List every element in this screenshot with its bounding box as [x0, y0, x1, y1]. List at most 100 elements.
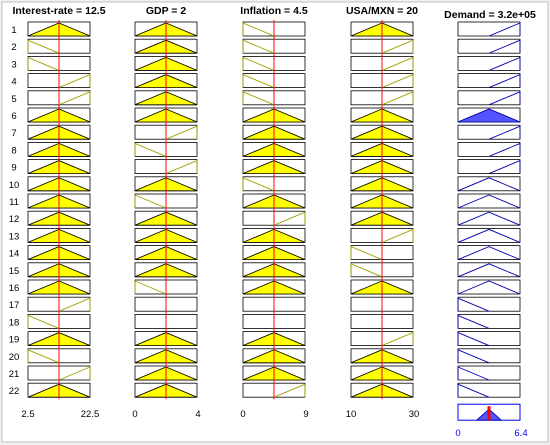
output-mf-cell-row-5[interactable]: [457, 90, 521, 106]
rule-number-label: 15: [9, 266, 20, 277]
mf-curve: [27, 56, 60, 71]
mf-box: [457, 90, 521, 106]
output-mf-cell-row-9[interactable]: [457, 159, 521, 175]
mf-curve: [381, 331, 414, 347]
input-1-min-tick: 2.5: [21, 409, 34, 420]
mf-curve: [488, 56, 521, 71]
rule-number-label: 12: [9, 214, 20, 225]
mf-curve: [165, 125, 198, 140]
output-mf-cell-row-14[interactable]: [457, 245, 521, 261]
input-3-max-tick: 9: [303, 409, 308, 420]
mf-curve: [488, 159, 521, 175]
output-header: Demand = 3.2e+05: [444, 9, 536, 21]
rule-number-label: 6: [11, 111, 16, 122]
output-max-tick: 6.4: [514, 428, 527, 439]
input-4-min-tick: 10: [346, 409, 357, 420]
output-mf-cell-row-17[interactable]: [457, 296, 521, 312]
rule-number-label: 5: [11, 94, 16, 105]
mf-activation-fill: [457, 108, 521, 123]
output-mf-cell-row-6[interactable]: [457, 107, 521, 123]
mf-box: [457, 279, 521, 295]
mf-curve: [457, 366, 490, 381]
mf-curve: [134, 280, 167, 295]
mf-box: [457, 313, 521, 329]
mf-curve: [457, 314, 490, 329]
rule-number-label: 20: [9, 352, 20, 363]
mf-box: [457, 210, 521, 226]
mf-curve: [457, 177, 521, 192]
input-2-max-tick: 4: [195, 409, 200, 420]
output-mf-cell-row-12[interactable]: [457, 210, 521, 226]
mf-box: [457, 21, 521, 37]
mf-curve: [457, 246, 521, 261]
mf-curve: [27, 349, 60, 364]
rule-number-label: 18: [9, 317, 20, 328]
mf-curve: [58, 366, 91, 381]
mf-box: [457, 141, 521, 157]
mf-box: [457, 38, 521, 54]
input-2-min-tick: 0: [132, 409, 137, 420]
output-mf-cell-row-22[interactable]: [457, 382, 521, 398]
input-3-header: Inflation = 4.5: [240, 5, 308, 17]
output-mf-cell-row-13[interactable]: [457, 227, 521, 243]
mf-box: [457, 176, 521, 192]
mf-box: [457, 159, 521, 175]
mf-curve: [457, 383, 490, 398]
output-mf-cell-row-8[interactable]: [457, 141, 521, 157]
mf-curve: [381, 73, 414, 89]
mf-curve: [242, 73, 275, 89]
mf-box: [457, 365, 521, 381]
mf-curve: [457, 228, 521, 243]
mf-box: [457, 331, 521, 347]
output-mf-cell-row-19[interactable]: [457, 331, 521, 347]
rule-number-label: 10: [9, 180, 20, 191]
mf-box: [457, 348, 521, 364]
output-mf-cell-row-11[interactable]: [457, 193, 521, 209]
output-mf-cell-row-10[interactable]: [457, 176, 521, 192]
output-min-tick: 0: [455, 428, 460, 439]
mf-curve: [273, 211, 306, 226]
mf-curve: [134, 142, 167, 157]
mf-curve: [457, 263, 521, 278]
mf-curve: [350, 263, 383, 278]
mf-box: [457, 56, 521, 71]
output-mf-cell-row-2[interactable]: [457, 38, 521, 54]
output-mf-cell-row-1[interactable]: [457, 21, 521, 37]
mf-curve: [457, 280, 521, 295]
mf-curve: [488, 125, 521, 140]
output-mf-cell-row-3[interactable]: [457, 56, 521, 71]
mf-curve: [488, 91, 521, 106]
mf-curve: [350, 245, 383, 261]
output-mf-cell-row-4[interactable]: [457, 73, 521, 89]
output-mf-cell-row-21[interactable]: [457, 365, 521, 381]
mf-curve: [27, 314, 60, 329]
mf-curve: [457, 331, 490, 347]
mf-box: [457, 296, 521, 312]
mf-curve: [58, 73, 91, 89]
mf-box: [457, 227, 521, 243]
input-2-header: GDP = 2: [146, 5, 187, 17]
rule-number-label: 14: [9, 249, 20, 260]
output-mf-cell-row-15[interactable]: [457, 262, 521, 278]
mf-box: [457, 382, 521, 398]
mf-curve: [381, 39, 414, 54]
input-value-markers: [58, 20, 383, 400]
rule-number-label: 7: [11, 128, 16, 139]
input-4-header: USA/MXN = 20: [346, 5, 418, 17]
mf-curve: [457, 349, 490, 364]
mf-curve: [488, 22, 521, 37]
mf-curve: [242, 22, 275, 37]
output-mf-cell-row-16[interactable]: [457, 279, 521, 295]
rule-number-label: 13: [9, 231, 20, 242]
rule-number-label: 11: [9, 197, 19, 208]
rule-number-label: 3: [11, 59, 16, 70]
rule-number-label: 16: [9, 283, 20, 294]
mf-curve: [242, 56, 275, 71]
mf-box: [457, 124, 521, 140]
output-mf-cell-row-20[interactable]: [457, 348, 521, 364]
input-4-max-tick: 30: [409, 409, 420, 420]
output-mf-cell-row-18[interactable]: [457, 313, 521, 329]
output-mf-cell-row-7[interactable]: [457, 124, 521, 140]
mf-curve: [488, 39, 521, 54]
